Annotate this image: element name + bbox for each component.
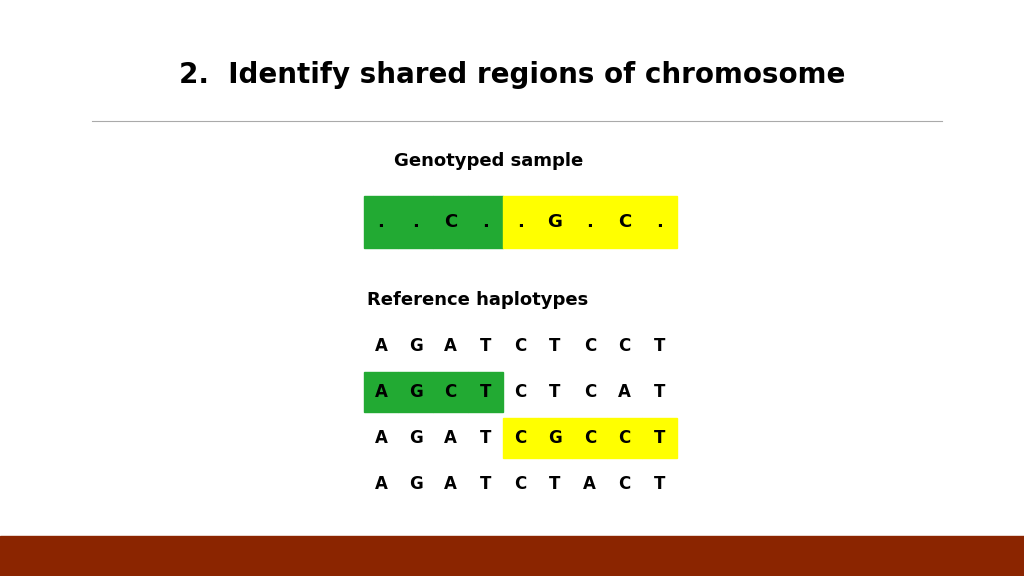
- Text: A: A: [444, 475, 457, 493]
- Bar: [538, 418, 572, 458]
- Text: G: G: [548, 213, 562, 231]
- Text: G: G: [409, 336, 423, 355]
- Bar: [503, 418, 538, 458]
- Text: C: C: [444, 213, 457, 231]
- Text: .: .: [587, 213, 593, 231]
- Text: .: .: [378, 213, 384, 231]
- Bar: [364, 196, 398, 248]
- Bar: [433, 372, 468, 412]
- Text: G: G: [409, 475, 423, 493]
- Bar: [607, 196, 642, 248]
- Bar: [538, 196, 572, 248]
- Text: G: G: [409, 382, 423, 401]
- Text: .: .: [482, 213, 488, 231]
- Bar: [607, 418, 642, 458]
- Text: C: C: [618, 475, 631, 493]
- Text: .: .: [656, 213, 663, 231]
- Text: C: C: [444, 382, 457, 401]
- Text: .: .: [517, 213, 523, 231]
- Text: G: G: [409, 429, 423, 447]
- Bar: [572, 196, 607, 248]
- Text: T: T: [479, 429, 492, 447]
- Text: T: T: [653, 429, 666, 447]
- Bar: [503, 196, 538, 248]
- Text: A: A: [375, 429, 387, 447]
- Text: T: T: [653, 336, 666, 355]
- Bar: [642, 418, 677, 458]
- Bar: [398, 196, 433, 248]
- Text: C: C: [514, 475, 526, 493]
- Text: T: T: [479, 336, 492, 355]
- Text: T: T: [479, 475, 492, 493]
- Text: T: T: [549, 336, 561, 355]
- Text: C: C: [514, 336, 526, 355]
- Bar: [468, 372, 503, 412]
- Text: A: A: [375, 475, 387, 493]
- Bar: [572, 418, 607, 458]
- Text: T: T: [549, 382, 561, 401]
- Text: A: A: [618, 382, 631, 401]
- Text: A: A: [375, 382, 387, 401]
- Text: A: A: [375, 336, 387, 355]
- Text: C: C: [618, 429, 631, 447]
- Text: A: A: [584, 475, 596, 493]
- Text: A: A: [444, 429, 457, 447]
- Text: C: C: [618, 336, 631, 355]
- Text: Genotyped sample: Genotyped sample: [394, 152, 584, 170]
- Text: C: C: [584, 429, 596, 447]
- Text: C: C: [514, 429, 526, 447]
- Text: T: T: [479, 382, 492, 401]
- Bar: [642, 196, 677, 248]
- Text: T: T: [653, 475, 666, 493]
- Text: .: .: [413, 213, 419, 231]
- Text: C: C: [618, 213, 631, 231]
- Bar: [398, 372, 433, 412]
- Text: C: C: [514, 382, 526, 401]
- Bar: [364, 372, 398, 412]
- Text: A: A: [444, 336, 457, 355]
- Text: C: C: [584, 336, 596, 355]
- Text: T: T: [549, 475, 561, 493]
- Text: G: G: [548, 429, 562, 447]
- Text: T: T: [653, 382, 666, 401]
- Text: 2.  Identify shared regions of chromosome: 2. Identify shared regions of chromosome: [179, 61, 845, 89]
- Bar: [433, 196, 468, 248]
- Bar: [468, 196, 503, 248]
- Text: C: C: [584, 382, 596, 401]
- Text: Reference haplotypes: Reference haplotypes: [367, 290, 588, 309]
